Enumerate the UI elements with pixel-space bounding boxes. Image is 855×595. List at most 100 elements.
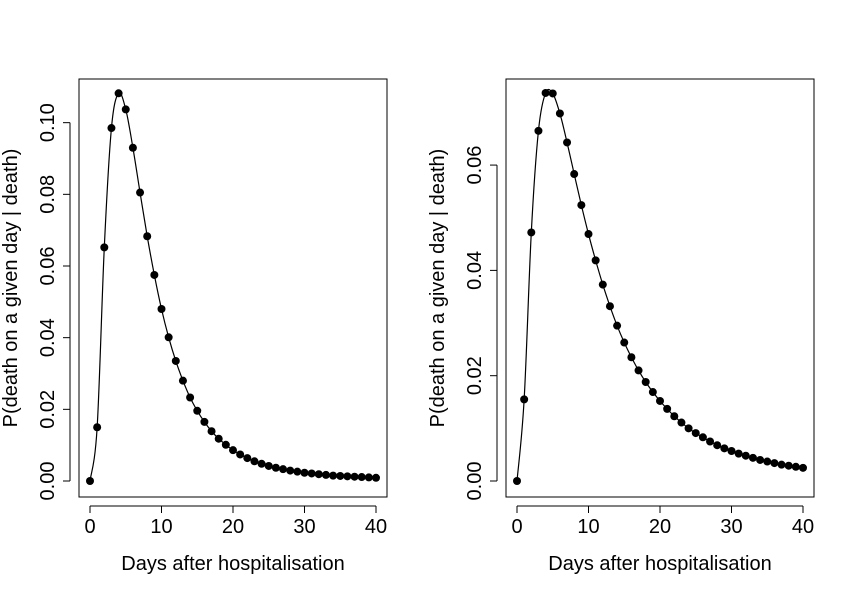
- data-point: [207, 427, 216, 436]
- data-point: [143, 232, 152, 241]
- data-point: [271, 463, 280, 472]
- data-point: [713, 441, 722, 450]
- data-point: [777, 460, 786, 469]
- data-point: [236, 450, 245, 459]
- data-point: [314, 470, 323, 479]
- panel-1: 0 10 20 30 40 0.00 0.02 0.04 0.06 0.08 0.10 Days af…: [0, 78, 388, 575]
- data-point: [321, 470, 330, 479]
- data-point: [350, 472, 359, 481]
- y-tick-label: 0.02: [464, 356, 486, 395]
- data-point: [200, 417, 209, 426]
- data-point: [555, 109, 564, 118]
- y-axis-title: P(death on a given day | death): [0, 149, 22, 428]
- data-point: [613, 321, 622, 330]
- data-point: [93, 423, 102, 432]
- data-point: [257, 459, 266, 468]
- data-point: [264, 461, 273, 470]
- x-tick-label: 0: [84, 516, 95, 538]
- data-point: [286, 466, 295, 475]
- data-point: [741, 451, 750, 460]
- x-tick-label: 30: [720, 516, 742, 538]
- data-point: [641, 378, 650, 387]
- data-point: [527, 228, 536, 237]
- y-tick-label: 0.00: [464, 462, 486, 501]
- data-point: [605, 302, 614, 311]
- plot-frame: [505, 78, 815, 498]
- data-point: [150, 270, 159, 279]
- data-point: [520, 395, 529, 404]
- data-point: [279, 465, 288, 474]
- data-point: [128, 143, 137, 152]
- x-tick-label: 30: [293, 516, 315, 538]
- y-tick-label: 0.08: [37, 175, 59, 214]
- plot-frame: [78, 78, 388, 498]
- data-point: [684, 424, 693, 433]
- data-point: [157, 305, 166, 313]
- data-point: [770, 459, 779, 468]
- data-point: [171, 356, 180, 365]
- y-tick-label: 0.10: [37, 103, 59, 142]
- y-tick-label: 0.06: [37, 247, 59, 286]
- data-point: [136, 188, 145, 197]
- y-tick-label: 0.04: [464, 251, 486, 290]
- x-tick-label: 10: [150, 516, 172, 538]
- data-point: [300, 468, 309, 477]
- x-tick-label: 40: [792, 516, 814, 538]
- data-point: [698, 433, 707, 442]
- data-point: [734, 449, 743, 458]
- data-point: [243, 454, 252, 463]
- data-point: [748, 453, 757, 462]
- data-point: [307, 469, 316, 478]
- data-point: [541, 88, 550, 97]
- data-point: [357, 473, 366, 482]
- data-point: [329, 471, 338, 480]
- data-point: [570, 170, 579, 179]
- data-point: [763, 457, 772, 466]
- data-point: [656, 396, 664, 405]
- x-axis-title: Days after hospitalisation: [548, 553, 771, 575]
- data-point: [627, 353, 636, 362]
- x-tick-label: 20: [222, 516, 244, 538]
- data-point: [372, 473, 380, 482]
- x-axis-title: Days after hospitalisation: [121, 553, 344, 575]
- data-point: [563, 138, 572, 147]
- data-point: [164, 333, 173, 342]
- y-tick-label: 0.00: [37, 462, 59, 501]
- data-point: [670, 412, 679, 421]
- data-point: [250, 457, 259, 466]
- y-tick-label: 0.04: [37, 318, 59, 357]
- x-tick-label: 40: [365, 516, 387, 538]
- data-point: [727, 446, 736, 455]
- data-point: [107, 124, 116, 133]
- data-point: [229, 446, 237, 455]
- x-tick-label: 0: [511, 516, 522, 538]
- data-point: [799, 463, 807, 472]
- data-point: [186, 393, 195, 402]
- y-tick-label: 0.06: [464, 146, 486, 185]
- data-point: [100, 243, 109, 252]
- y-axis-title: P(death on a given day | death): [427, 149, 449, 428]
- y-tick-label: 0.02: [37, 390, 59, 429]
- data-point: [86, 477, 94, 485]
- data-point: [677, 418, 686, 427]
- data-point: [548, 89, 557, 98]
- data-point: [513, 477, 521, 485]
- x-tick-label: 10: [577, 516, 599, 538]
- data-point: [336, 471, 345, 480]
- data-point: [577, 201, 586, 210]
- data-point: [634, 366, 643, 375]
- data-point: [364, 473, 373, 482]
- data-point: [591, 256, 600, 265]
- data-point: [193, 406, 202, 415]
- data-point: [691, 429, 700, 438]
- data-point: [706, 437, 715, 446]
- data-point: [121, 105, 130, 114]
- data-point: [178, 376, 187, 385]
- data-point: [648, 388, 657, 397]
- data-point: [534, 126, 543, 135]
- data-point: [720, 444, 729, 453]
- data-point: [221, 440, 230, 449]
- data-point: [214, 434, 223, 443]
- panel-2: 0 10 20 30 40 0.00 0.02 0.04 0.06 Days after hosp…: [427, 78, 815, 575]
